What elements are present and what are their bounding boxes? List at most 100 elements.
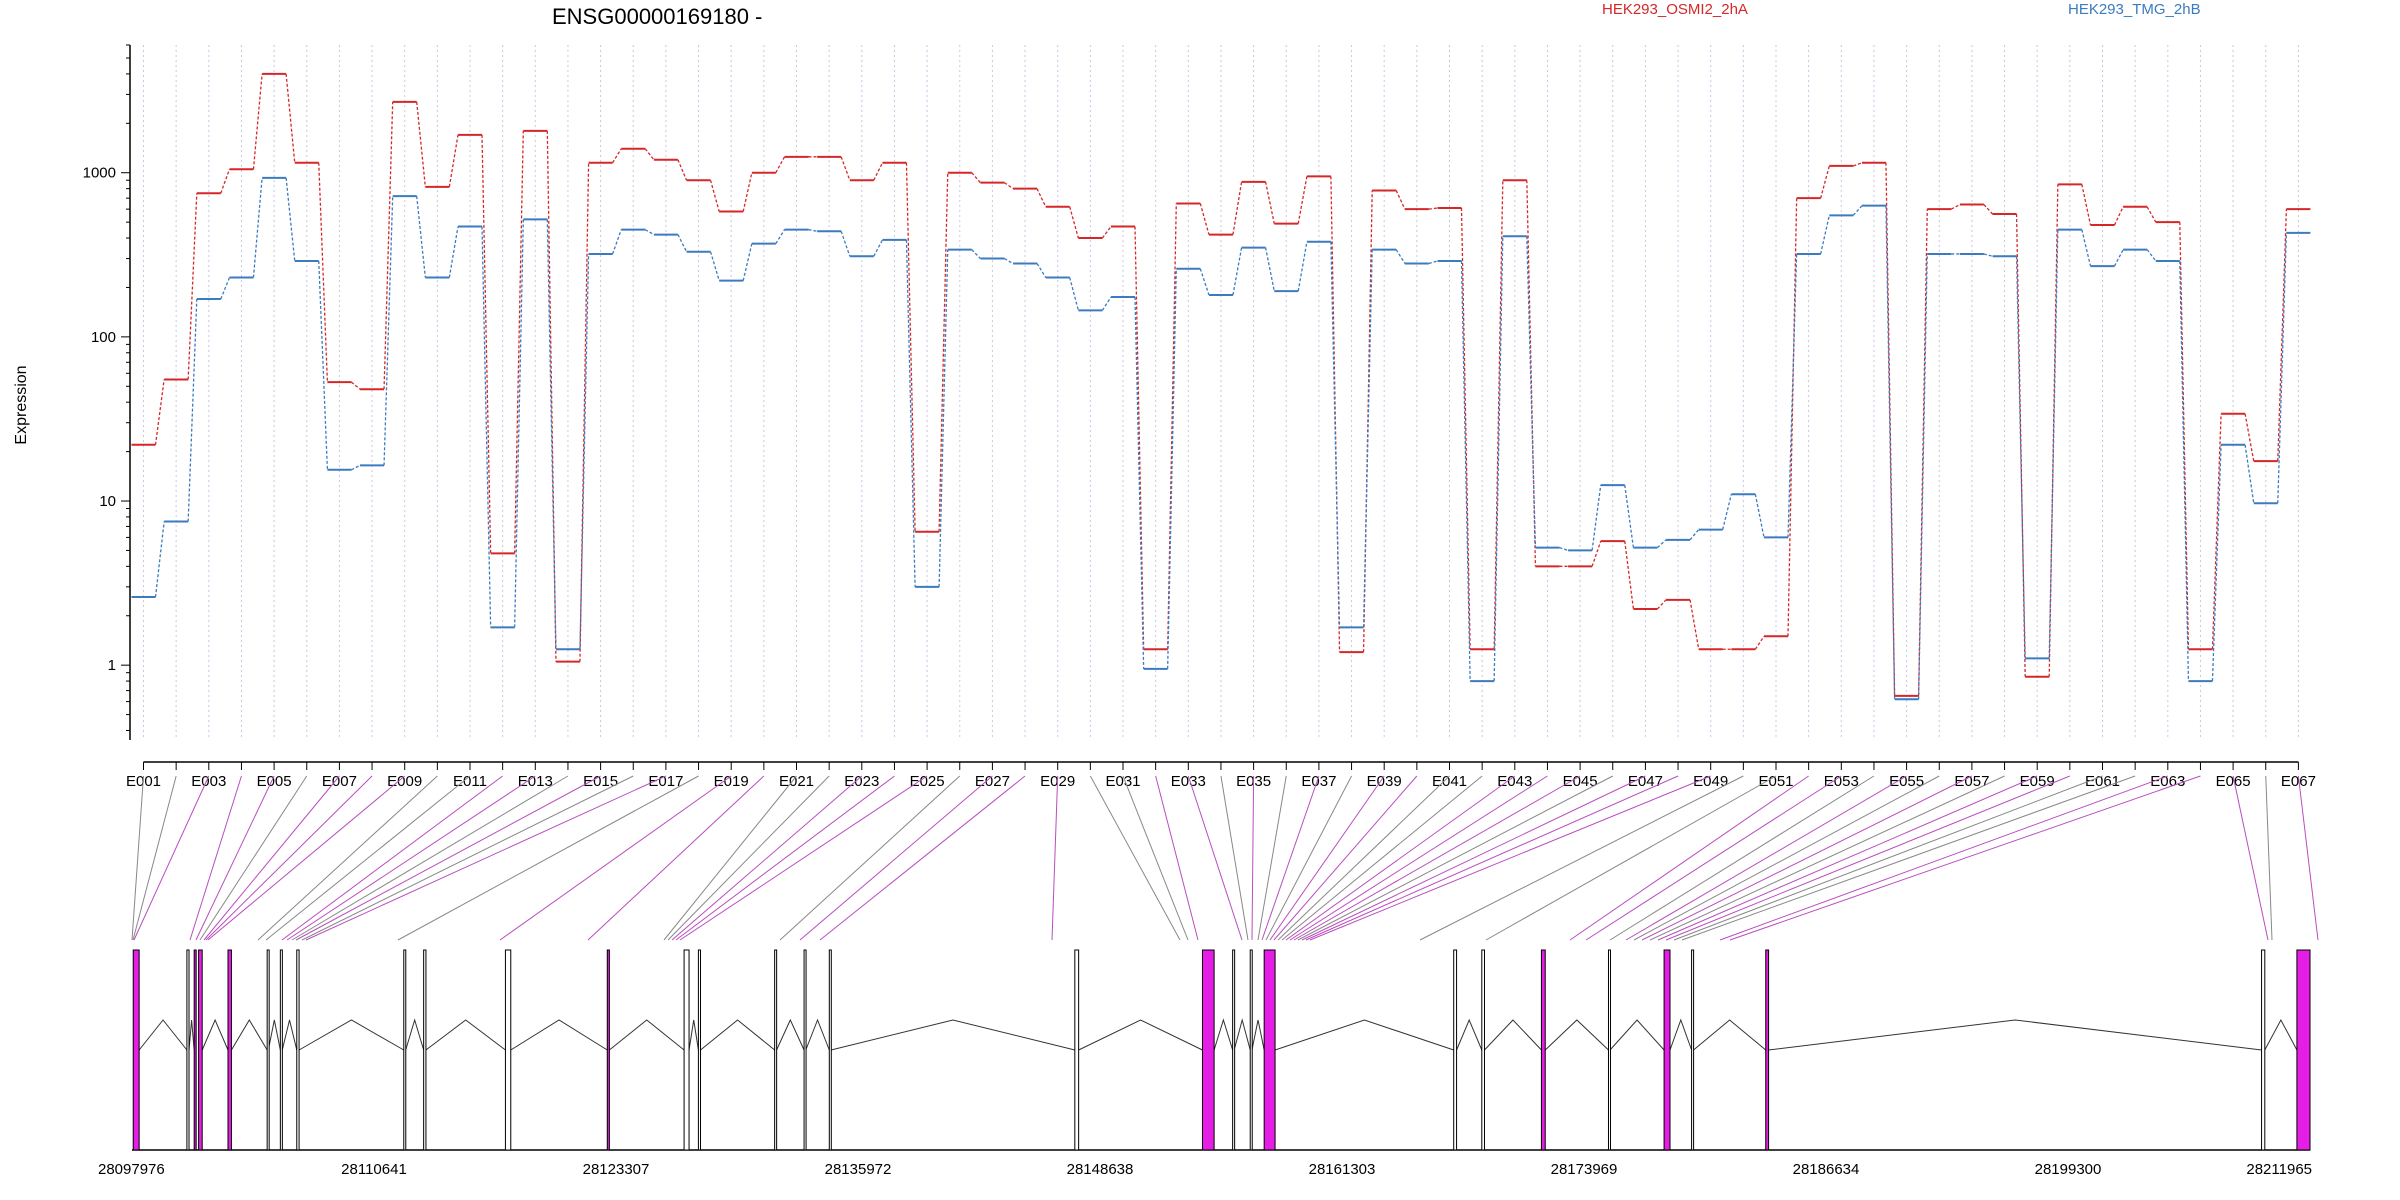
exon-connector bbox=[305, 775, 667, 941]
exon-box bbox=[193, 949, 197, 1151]
exon-connector bbox=[1305, 775, 1679, 941]
series-2-connector bbox=[1983, 253, 1993, 257]
intron-line bbox=[405, 1018, 425, 1051]
series-1-connector bbox=[579, 162, 590, 662]
series-2-connector bbox=[579, 253, 590, 650]
series-1-connector bbox=[971, 172, 981, 184]
series-1-connector bbox=[1232, 181, 1243, 235]
exon-box bbox=[1453, 949, 1458, 1151]
series-2-connector bbox=[1297, 241, 1308, 292]
series-2-connector bbox=[154, 521, 165, 598]
intron-line bbox=[1484, 1019, 1542, 1051]
series-1-connector bbox=[742, 172, 753, 212]
genomic-coordinate-label: 28199300 bbox=[2035, 1161, 2102, 1178]
series-1-connector bbox=[154, 379, 165, 445]
series-2-connector bbox=[938, 249, 949, 587]
exon-connectors bbox=[131, 775, 2319, 941]
genomic-coordinate-label: 28173969 bbox=[1551, 1161, 1618, 1178]
series-1-connector bbox=[2146, 206, 2157, 223]
exon-connector bbox=[1729, 775, 2201, 941]
exon-box bbox=[774, 949, 778, 1151]
exon-box bbox=[683, 949, 690, 1151]
x-tick-label: E011 bbox=[453, 773, 487, 790]
x-tick-label: E013 bbox=[518, 773, 553, 790]
series-2-connector bbox=[2277, 232, 2288, 504]
x-tick-label: E015 bbox=[583, 773, 618, 790]
exon-box bbox=[227, 949, 232, 1151]
series-1-connector bbox=[840, 156, 851, 181]
series-2-connector bbox=[514, 219, 524, 628]
series-1-connector bbox=[252, 73, 263, 170]
exon-box bbox=[1074, 949, 1080, 1151]
genomic-coordinate-label: 28123307 bbox=[583, 1161, 650, 1178]
exon-connector bbox=[679, 775, 928, 941]
genomic-coordinate-label: 28186634 bbox=[1793, 1161, 1860, 1178]
y-axis: 1 10 100 1000 bbox=[83, 44, 131, 740]
series-2-connector bbox=[1362, 249, 1373, 628]
intron-line bbox=[1768, 1019, 2262, 1051]
series-2-connector bbox=[187, 299, 198, 522]
y-tick-label: 10 bbox=[99, 493, 116, 510]
series-2-connector bbox=[611, 229, 622, 255]
exon-connector bbox=[1649, 775, 2005, 941]
x-tick-label: E031 bbox=[1105, 773, 1140, 790]
x-tick-label: E063 bbox=[2150, 773, 2185, 790]
x-tick-label: E027 bbox=[975, 773, 1010, 790]
x-tick-label: E061 bbox=[2085, 773, 2120, 790]
series-1-connector bbox=[1036, 188, 1047, 208]
exon-connector bbox=[671, 775, 863, 941]
series-1-connector bbox=[514, 130, 524, 554]
exon-connector bbox=[1289, 775, 1548, 941]
series-2-connector bbox=[775, 229, 786, 244]
series-2-connector bbox=[1526, 236, 1537, 548]
series-2-connector bbox=[252, 177, 263, 278]
exon-connector bbox=[675, 775, 895, 941]
series-1-connector bbox=[318, 162, 329, 383]
series-1-connector bbox=[1754, 635, 1765, 650]
series-2-connector bbox=[840, 231, 851, 257]
x-tick-label: E045 bbox=[1563, 773, 1598, 790]
intron-line bbox=[510, 1019, 608, 1051]
exon-box bbox=[1540, 949, 1546, 1151]
exon-connector bbox=[133, 775, 210, 941]
series-2-connector bbox=[1004, 257, 1014, 265]
series-1-connector bbox=[285, 73, 296, 163]
series-1-connector bbox=[1264, 181, 1275, 224]
gene-model: 28097976 28110641 28123307 28135972 28148638… bbox=[98, 949, 2312, 1178]
series-1-connector bbox=[1983, 204, 1994, 215]
exon-box bbox=[403, 949, 407, 1151]
exon-connector bbox=[1419, 775, 1744, 941]
series-2-connector bbox=[2211, 444, 2222, 682]
exon-connector bbox=[1220, 775, 1249, 941]
series-2-connector bbox=[1232, 247, 1243, 296]
x-tick-label: E065 bbox=[2216, 773, 2251, 790]
genomic-coordinate-label: 28211965 bbox=[2246, 1161, 2312, 1178]
series-2-connector bbox=[1493, 236, 1504, 682]
exon-connector bbox=[199, 775, 308, 941]
exon-connector bbox=[265, 775, 471, 941]
series-2-connector bbox=[2146, 249, 2157, 262]
series-2-connector bbox=[971, 249, 981, 260]
intron-line bbox=[267, 1019, 281, 1051]
exon-connector bbox=[779, 775, 961, 941]
exon-connector bbox=[663, 775, 797, 941]
series-1-connector bbox=[1820, 165, 1830, 199]
chart-title: ENSG00000169180 - bbox=[552, 4, 762, 29]
exon-box bbox=[1607, 949, 1611, 1151]
series-1-connector bbox=[1493, 180, 1504, 650]
series-2-connector bbox=[677, 234, 688, 253]
legend-entry-tmg: HEK293_TMG_2hB bbox=[2068, 1, 2201, 18]
grid-lines bbox=[143, 45, 2299, 740]
exon-connector bbox=[1609, 775, 1875, 941]
exon-box bbox=[1663, 949, 1671, 1151]
intron-line bbox=[2264, 1018, 2298, 1051]
series-1-connector bbox=[1689, 599, 1700, 650]
intron-line bbox=[805, 1018, 830, 1051]
series-1 bbox=[131, 72, 2311, 697]
series-1-connector bbox=[187, 193, 198, 380]
intron-line bbox=[298, 1019, 405, 1051]
series-1-connector bbox=[481, 134, 492, 554]
exon-box bbox=[279, 949, 283, 1151]
exon-box bbox=[2261, 949, 2266, 1151]
series-2-connector bbox=[1917, 253, 1928, 700]
